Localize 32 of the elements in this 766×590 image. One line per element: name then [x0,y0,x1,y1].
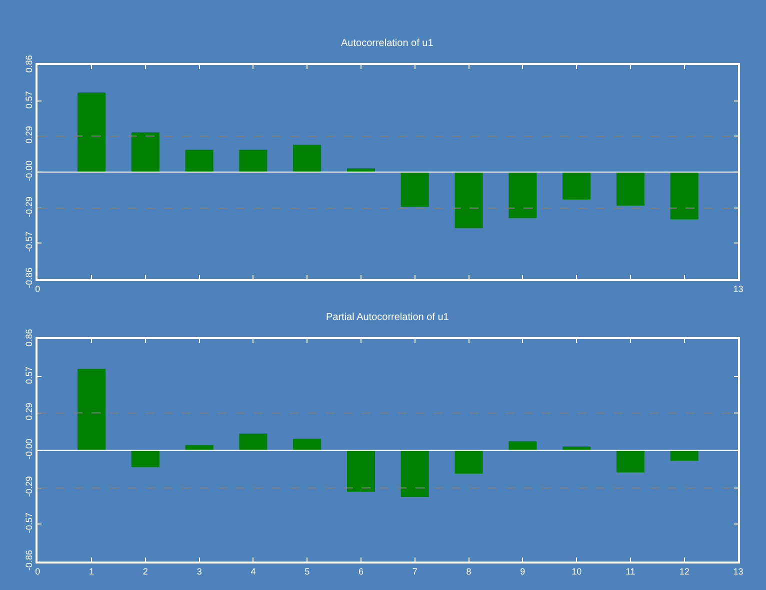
x-tick-label: 7 [412,566,418,576]
x-tick-label: 10 [572,566,582,576]
y-tick-label: 0.86 [24,55,34,73]
y-tick-label: 0.29 [24,126,34,144]
x-tick-label: 11 [626,566,636,576]
x-tick-label: 8 [466,566,472,576]
y-tick-label: -0.29 [24,476,34,497]
x-tick-label: 1 [89,566,94,576]
y-tick-label: -0.86 [24,267,34,288]
y-tick-label: 0.57 [24,91,34,109]
y-tick-label: -0.00 [24,160,34,182]
x-tick-label: 6 [358,566,364,576]
x-tick-label: 2 [142,566,148,576]
x-tick-label: 5 [304,566,310,576]
x-tick-label: 13 [733,566,744,576]
x-tick-label: 4 [250,566,256,576]
x-tick-label: 3 [196,566,202,576]
x-tick-label: 12 [679,566,690,576]
x-tick-label: 0 [35,566,40,576]
y-tick-label: -0.57 [24,231,34,252]
y-tick-label: -0.86 [24,550,34,571]
y-tick-label: -0.29 [24,196,34,218]
x-tick-label: 13 [733,284,744,294]
y-tick-label: 0.86 [24,328,34,346]
chart-title: Partial Autocorrelation of u1 [326,312,450,323]
y-tick-label: 0.29 [24,402,34,420]
chart-title: Autocorrelation of u1 [341,38,434,49]
x-tick-label: 9 [520,566,526,576]
y-tick-label: 0.57 [24,366,34,384]
y-tick-label: -0.57 [24,512,34,534]
x-tick-label: 0 [35,284,40,294]
y-tick-label: -0.00 [24,438,34,460]
